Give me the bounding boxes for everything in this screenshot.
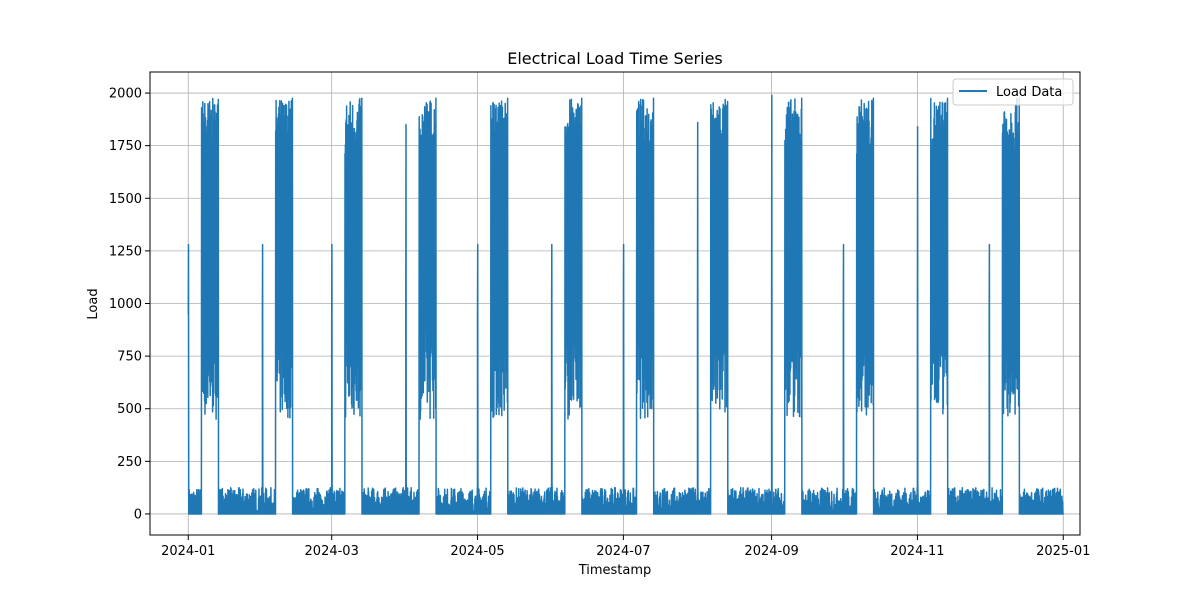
legend-box (952, 78, 1074, 106)
x-tick-label-2024-05: 2024-05 (450, 544, 504, 559)
x-tick-label-2024-01: 2024-01 (161, 544, 215, 559)
y-axis-title: Load (86, 288, 101, 319)
y-tick-label-750: 750 (117, 350, 142, 365)
x-tick-label-2025-01: 2025-01 (1036, 544, 1090, 559)
y-tick-label-2000: 2000 (109, 87, 142, 102)
y-tick-label-250: 250 (117, 455, 142, 470)
x-axis-ticks: 2024-01 2024-03 2024-05 2024-07 2024-09 2024-… (161, 535, 1090, 559)
y-tick-label-0: 0 (134, 507, 142, 522)
load-data-line (187, 94, 1065, 515)
chart-title: Electrical Load Time Series (507, 49, 723, 68)
x-axis-title: Timestamp (578, 563, 652, 578)
x-tick-label-2024-07: 2024-07 (596, 544, 650, 559)
y-tick-label-1000: 1000 (109, 297, 142, 312)
y-tick-label-500: 500 (117, 402, 142, 417)
series-load-data (187, 94, 1065, 515)
y-tick-label-1750: 1750 (109, 139, 142, 154)
y-tick-label-1250: 1250 (109, 244, 142, 259)
y-axis-ticks: 0 250 500 750 1000 1250 1500 1750 2000 (109, 87, 150, 522)
x-tick-label-2024-09: 2024-09 (744, 544, 798, 559)
x-tick-label-2024-11: 2024-11 (890, 544, 944, 559)
legend-entry-load-data: Load Data (996, 85, 1062, 100)
legend: Load Data (952, 78, 1074, 106)
x-tick-label-2024-03: 2024-03 (305, 544, 359, 559)
y-tick-label-1500: 1500 (109, 192, 142, 207)
